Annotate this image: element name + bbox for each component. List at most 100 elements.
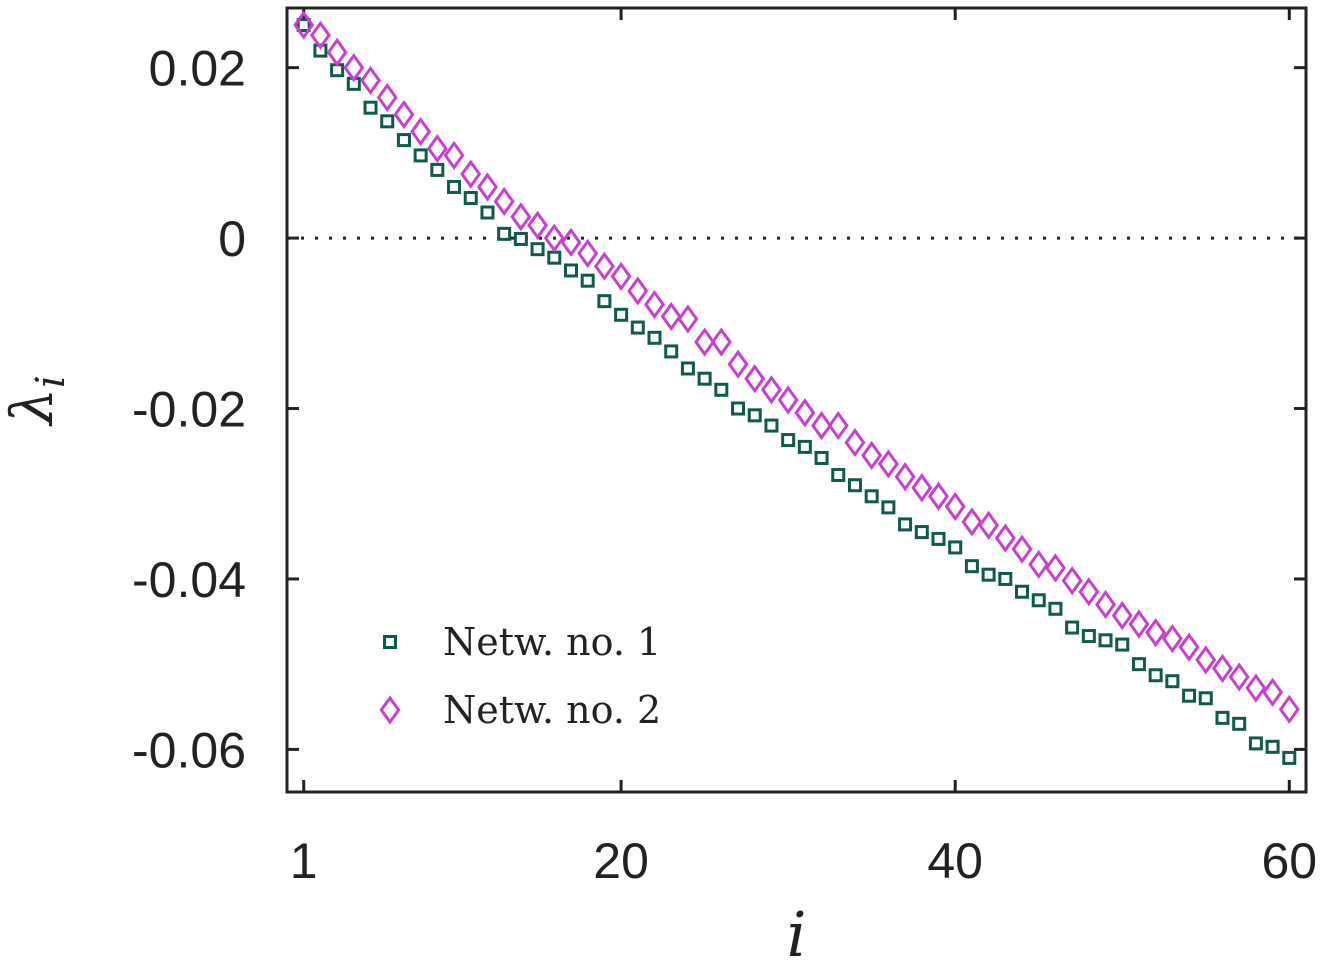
- square-marker-1-46: [1048, 601, 1063, 616]
- diamond-marker-2-60: [1278, 694, 1300, 724]
- series-2-points: [293, 10, 1300, 724]
- square-marker-1-47: [1065, 620, 1080, 635]
- square-marker-1-51: [1131, 657, 1146, 672]
- square-marker-1-18: [580, 273, 595, 288]
- diamond-marker-2-57: [1228, 662, 1250, 692]
- square-marker-1-16: [547, 250, 562, 265]
- x-tick-label: 60: [1261, 833, 1317, 889]
- y-tick-label: 0: [218, 211, 246, 267]
- diamond-marker-2-15: [527, 210, 549, 240]
- diamond-marker-2-19: [593, 251, 615, 281]
- x-axis-label: i: [787, 898, 807, 966]
- square-marker-1-42: [981, 567, 996, 582]
- square-marker-1-10: [447, 179, 462, 194]
- diamond-marker-2-22: [644, 289, 665, 320]
- square-marker-1-53: [1165, 674, 1180, 689]
- square-marker-1-6: [380, 114, 395, 129]
- diamond-marker-2-53: [1161, 624, 1183, 654]
- diamond-marker-2-42: [978, 510, 1000, 540]
- square-marker-1-13: [497, 226, 512, 241]
- diamond-marker-2-54: [1178, 632, 1200, 662]
- square-marker-1-50: [1115, 637, 1130, 652]
- diamond-marker-2-18: [577, 238, 599, 268]
- diamond-marker-2-43: [994, 523, 1016, 553]
- square-marker-1-14: [513, 231, 528, 246]
- legend-marker-diamond: [379, 695, 401, 725]
- square-marker-1-37: [898, 517, 913, 532]
- diamond-marker-2-20: [610, 261, 632, 292]
- x-tick-label: 20: [593, 833, 649, 889]
- diamond-marker-2-39: [928, 481, 949, 511]
- diamond-marker-2-23: [660, 301, 682, 332]
- diamond-marker-2-41: [961, 507, 983, 537]
- legend-marker-square: [383, 635, 397, 649]
- legend-label-1: Netw. no. 1: [443, 620, 661, 664]
- diamond-marker-2-13: [493, 186, 515, 217]
- diamond-marker-2-24: [677, 304, 699, 334]
- square-marker-1-57: [1232, 716, 1247, 731]
- diamond-marker-2-33: [827, 410, 849, 441]
- diamond-marker-2-11: [460, 159, 482, 189]
- legend-label-2: Netw. no. 2: [443, 688, 661, 732]
- square-marker-1-44: [1015, 584, 1030, 599]
- x-tick-label: 1: [290, 833, 318, 889]
- square-marker-1-52: [1148, 668, 1163, 683]
- square-marker-1-12: [480, 205, 495, 220]
- axis-ticks: [287, 8, 1306, 792]
- square-marker-1-41: [964, 559, 979, 574]
- diamond-marker-2-8: [410, 116, 432, 147]
- square-marker-1-9: [430, 162, 445, 177]
- diamond-marker-2-29: [760, 375, 782, 405]
- square-marker-1-34: [847, 478, 862, 493]
- square-marker-1-40: [948, 540, 963, 555]
- square-marker-1-60: [1282, 750, 1297, 765]
- square-marker-1-48: [1081, 629, 1096, 644]
- legend: Netw. no. 1 Netw. no. 2: [379, 620, 661, 732]
- diamond-marker-2-44: [1011, 534, 1033, 564]
- diamond-marker-2-36: [877, 449, 899, 479]
- diamond-marker-2-52: [1145, 618, 1167, 648]
- diamond-marker-2-49: [1095, 589, 1117, 620]
- diamond-marker-2-50: [1111, 601, 1133, 631]
- square-marker-1-1: [296, 18, 311, 33]
- square-marker-1-55: [1198, 691, 1213, 706]
- square-marker-1-20: [614, 307, 629, 322]
- square-marker-1-24: [680, 361, 695, 376]
- diamond-marker-2-21: [627, 276, 649, 306]
- diamond-marker-2-58: [1245, 673, 1267, 703]
- diamond-marker-2-45: [1028, 549, 1050, 580]
- series-1-points: [296, 18, 1297, 765]
- diamond-marker-2-14: [510, 202, 532, 232]
- square-marker-1-21: [630, 320, 645, 335]
- diamond-marker-2-55: [1195, 645, 1217, 675]
- diamond-marker-2-32: [811, 410, 833, 441]
- diamond-marker-2-47: [1061, 566, 1083, 596]
- y-axis-label-subscript: i: [28, 375, 74, 388]
- legend-entry-2: Netw. no. 2: [379, 688, 661, 732]
- square-marker-1-30: [781, 433, 796, 448]
- square-marker-1-58: [1248, 736, 1263, 751]
- diamond-marker-2-16: [543, 223, 565, 253]
- square-marker-1-33: [831, 467, 846, 482]
- square-marker-1-43: [998, 571, 1013, 586]
- diamond-marker-2-28: [744, 364, 766, 394]
- diamond-marker-2-56: [1211, 653, 1233, 684]
- diamond-marker-2-2: [309, 20, 331, 50]
- diamond-marker-2-34: [844, 428, 866, 458]
- square-marker-1-26: [714, 382, 729, 397]
- y-tick-labels: 0.02 0 -0.02 -0.04 -0.06: [132, 41, 246, 779]
- square-marker-1-25: [697, 371, 712, 386]
- diamond-marker-2-17: [560, 227, 582, 257]
- y-axis-label-symbol: λ: [0, 388, 66, 427]
- diamond-marker-2-10: [443, 140, 465, 170]
- square-marker-1-49: [1098, 633, 1113, 648]
- x-tick-label: 40: [927, 833, 983, 889]
- y-axis-label: λi: [0, 375, 74, 427]
- square-marker-1-32: [814, 450, 829, 465]
- diamond-marker-2-25: [694, 327, 716, 357]
- y-tick-label: 0.02: [149, 41, 246, 97]
- square-marker-1-29: [764, 418, 779, 433]
- square-marker-1-56: [1215, 710, 1230, 725]
- diamond-marker-2-27: [727, 349, 749, 379]
- diamond-marker-2-38: [911, 473, 933, 503]
